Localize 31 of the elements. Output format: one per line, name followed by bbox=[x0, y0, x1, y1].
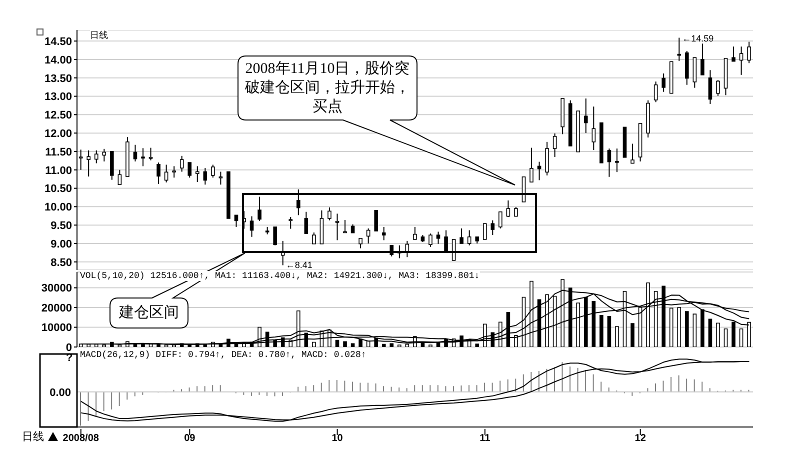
x-tick-label: 09 bbox=[184, 433, 196, 444]
chart-title: 日线 bbox=[90, 30, 108, 40]
x-tick-label: 10 bbox=[332, 433, 344, 444]
ref-line-label: 0.00 bbox=[50, 386, 71, 399]
x-tick-label: 2008/08 bbox=[62, 433, 100, 444]
y-tick-label: 13.50 bbox=[44, 72, 72, 85]
chart-title: VOL(5,10,20) 12516.000↑, MA1: 11163.400↓, MA2: 14921.300↓, MA3: 18399.801↓ bbox=[80, 271, 480, 281]
text: 日线 bbox=[22, 430, 44, 444]
annotation: 建仓区间 bbox=[118, 304, 180, 322]
x-tick-label: 12 bbox=[634, 433, 646, 444]
y-tick-label: 10.50 bbox=[44, 183, 72, 196]
y-tick-label: 12.50 bbox=[44, 110, 72, 122]
chart-title: MACD(26,12,9) DIFF: 0.794↑, DEA: 0.780↑, MACD: 0.028↑ bbox=[80, 350, 366, 360]
y-tick-label: 14.00 bbox=[44, 54, 72, 66]
y-tick-label: 14.50 bbox=[44, 36, 72, 48]
y-tick-label: 9.50 bbox=[50, 220, 72, 232]
y-tick-label: 9.00 bbox=[50, 238, 72, 250]
y-tick-label: 20000 bbox=[41, 302, 72, 314]
annotation: ←14.59 bbox=[682, 34, 714, 44]
y-tick-label: 10.00 bbox=[44, 202, 72, 214]
y-tick-label: 0 bbox=[66, 342, 72, 354]
y-tick-label: 13.00 bbox=[44, 91, 72, 104]
x-tick-label: 11 bbox=[480, 433, 491, 444]
y-tick-label: 8.50 bbox=[50, 256, 72, 269]
y-tick-label: 12.00 bbox=[44, 128, 72, 140]
y-tick-label: 11.00 bbox=[45, 164, 72, 177]
y-tick-label: 11.50 bbox=[45, 146, 72, 158]
annotation: 2008年11月10日，股价突破建仓区间，拉升开始，买点 bbox=[244, 60, 411, 116]
y-tick-label: 30000 bbox=[41, 282, 72, 295]
annotation: ←8.41 bbox=[286, 260, 312, 270]
y-tick-label: 10000 bbox=[41, 322, 72, 334]
